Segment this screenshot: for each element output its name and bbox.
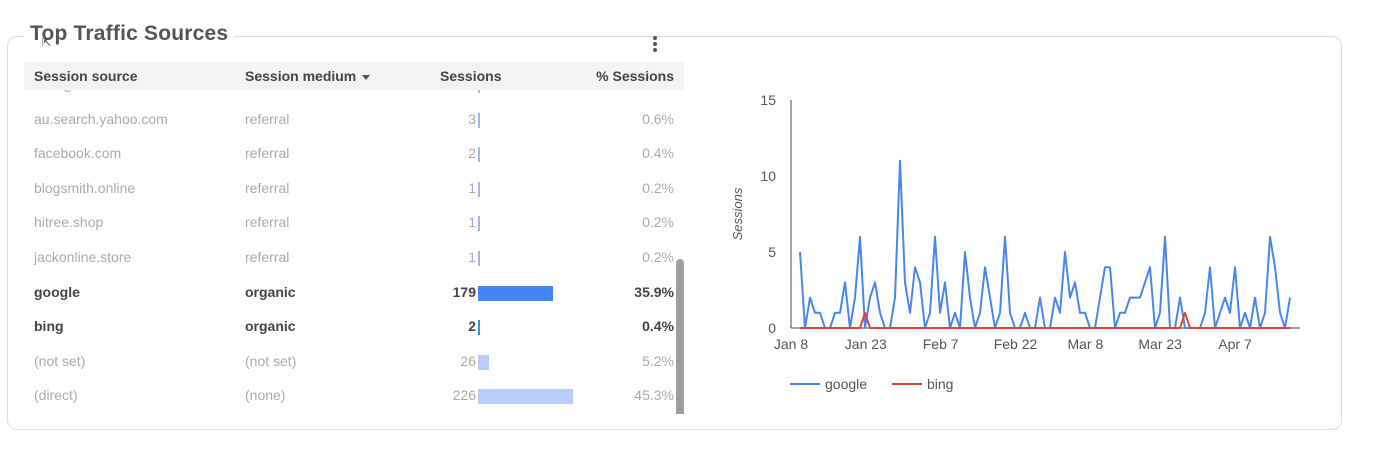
- cell-pct-sessions: 5.2%: [642, 352, 674, 369]
- sessions-bar: [478, 320, 480, 336]
- cell-session-source: google: [34, 283, 80, 300]
- sessions-bar: [478, 285, 554, 301]
- cell-session-medium: organic: [245, 283, 296, 300]
- sort-descending-icon: [362, 74, 371, 80]
- table-row[interactable]: jackonline.store referral 1 0.2%: [24, 241, 674, 275]
- header-sessions[interactable]: Sessions: [440, 68, 502, 84]
- table-row[interactable]: hitree.shop referral 1 0.2%: [24, 206, 674, 240]
- sessions-bar: [478, 389, 573, 405]
- x-tick-label: Mar 23: [1138, 336, 1182, 352]
- x-tick-label: Apr 7: [1218, 336, 1252, 352]
- cell-session-medium: referral: [245, 214, 290, 231]
- y-axis-label: Sessions: [730, 187, 745, 240]
- cell-session-medium: organic: [245, 318, 296, 335]
- cell-sessions: 1: [468, 249, 476, 265]
- sessions-bar: [478, 354, 489, 370]
- cell-session-medium: (not set): [245, 352, 297, 369]
- cell-pct-sessions: 0.2%: [642, 249, 674, 265]
- x-tick-label: Feb 7: [923, 336, 959, 352]
- cell-session-source: (not set): [34, 352, 86, 369]
- y-tick-label: 5: [768, 244, 776, 260]
- cell-pct-sessions: 0.4%: [642, 318, 674, 335]
- cell-pct-sessions: 45.3%: [634, 387, 674, 404]
- cell-sessions: 226: [452, 387, 476, 404]
- traffic-sources-card: [7, 36, 1342, 430]
- sessions-bar: [478, 216, 480, 232]
- cell-session-medium: referral: [245, 179, 290, 196]
- cell-session-medium: (none): [245, 387, 286, 404]
- scrollbar-thumb[interactable]: [676, 259, 684, 414]
- cell-sessions: 179: [452, 283, 476, 300]
- cell-pct-sessions: 0.2%: [642, 214, 674, 231]
- table-header: Session source Session medium Sessions %…: [24, 62, 684, 90]
- cell-session-medium: referral: [245, 249, 290, 265]
- cell-sessions: 2: [468, 145, 476, 162]
- table-row[interactable]: (not set) (not set) 26 5.2%: [24, 345, 674, 379]
- cell-session-source: hitree.shop: [34, 214, 104, 231]
- legend-label-bing: bing: [927, 376, 953, 392]
- cell-pct-sessions: 35.9%: [634, 283, 674, 300]
- sessions-bar: [478, 147, 480, 163]
- cell-pct-sessions: 0.2%: [642, 179, 674, 196]
- y-tick-label: 0: [768, 320, 776, 336]
- series-line-bing: [800, 311, 1290, 329]
- cell-pct-sessions: 0.6%: [642, 110, 674, 127]
- cell-session-medium: referral: [245, 145, 290, 162]
- traffic-table: instagram.comreferral10.2%au.search.yaho…: [24, 62, 684, 414]
- table-row[interactable]: blogsmith.online referral 1 0.2%: [24, 172, 674, 206]
- cell-session-source: au.search.yahoo.com: [34, 110, 168, 127]
- cell-sessions: 26: [460, 352, 476, 369]
- series-line-google: [799, 159, 1291, 329]
- cell-sessions: 1: [468, 179, 476, 196]
- header-session-source[interactable]: Session source: [34, 68, 138, 84]
- y-tick-label: 10: [760, 168, 776, 184]
- sessions-bar: [478, 251, 480, 266]
- table-row[interactable]: (direct) (none) 226 45.3%: [24, 379, 674, 413]
- header-session-medium[interactable]: Session medium: [245, 68, 371, 84]
- cell-session-source: blogsmith.online: [34, 179, 136, 196]
- cell-session-medium: referral: [245, 110, 290, 127]
- cell-sessions: 2: [468, 318, 476, 335]
- cell-sessions: 1: [468, 214, 476, 231]
- table-row[interactable]: au.search.yahoo.com referral 3 0.6%: [24, 103, 674, 137]
- cell-pct-sessions: 0.4%: [642, 145, 674, 162]
- x-tick-label: Jan 23: [845, 336, 887, 352]
- x-tick-label: Mar 8: [1067, 336, 1103, 352]
- x-tick-label: Feb 22: [994, 336, 1038, 352]
- cell-session-source: bing: [34, 318, 64, 335]
- card-title: Top Traffic Sources: [24, 22, 235, 46]
- cell-session-source: jackonline.store: [34, 249, 132, 265]
- move-cursor-icon: ⇱: [42, 37, 52, 49]
- sessions-bar: [478, 181, 480, 197]
- y-tick-label: 15: [760, 92, 776, 108]
- sessions-line-chart: 0 5 10 15 Sessions Jan 8 Jan 23 Feb 7 Feb 22 Mar …: [730, 92, 1300, 392]
- legend-label-google: google: [825, 376, 867, 392]
- cell-session-source: facebook.com: [34, 145, 122, 162]
- header-pct-sessions[interactable]: % Sessions: [596, 68, 674, 84]
- table-row[interactable]: google organic 179 35.9%: [24, 276, 674, 310]
- x-tick-label: Jan 8: [774, 336, 808, 352]
- more-options-icon[interactable]: [647, 35, 663, 55]
- sessions-bar: [478, 112, 480, 128]
- cell-session-source: (direct): [34, 387, 78, 404]
- table-row[interactable]: facebook.com referral 2 0.4%: [24, 137, 674, 171]
- table-row[interactable]: bing organic 2 0.4%: [24, 310, 674, 344]
- cell-sessions: 3: [468, 110, 476, 127]
- header-session-medium-label: Session medium: [245, 68, 357, 84]
